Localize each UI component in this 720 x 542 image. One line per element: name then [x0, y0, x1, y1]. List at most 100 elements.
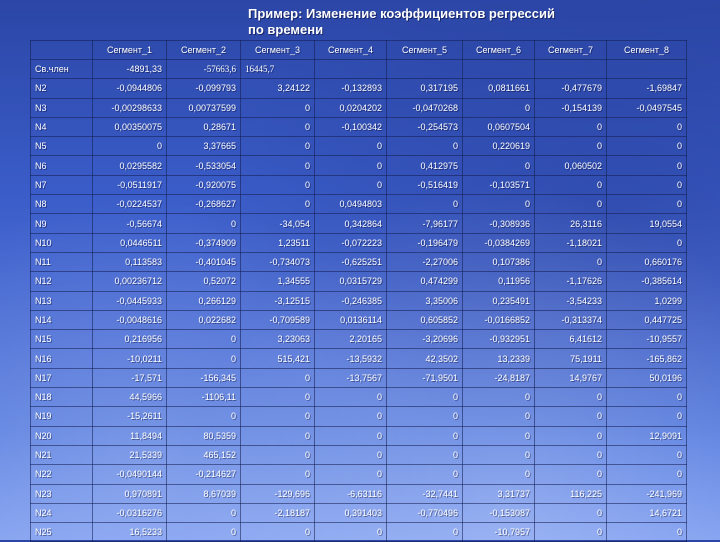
table-cell: 0 [240, 136, 315, 157]
table-cell: 0 [606, 444, 687, 466]
table-cell: 1,0299 [606, 290, 687, 311]
table-cell: -34,054 [240, 213, 315, 234]
table-cell: -0,00298633 [92, 97, 167, 118]
table-cell: 0 [462, 425, 535, 446]
table-row: N20 11,8494 80,5359 0 0 0 0 0 12,9091 [30, 425, 687, 446]
row-label: N16 [30, 348, 93, 369]
row-label: N6 [30, 155, 93, 176]
table-cell: -0,0316276 [92, 502, 167, 524]
column-header: Сегмент_8 [606, 40, 687, 60]
table-cell: 0 [314, 387, 387, 408]
table-cell: 0 [314, 444, 387, 466]
table-cell: 0 [386, 464, 463, 485]
table-row: N9 -0,56674 0 -34,054 0,342864 -7,96177 -0,308… [30, 213, 687, 234]
table-cell: 0,235491 [462, 290, 535, 311]
table-cell: 0,0607504 [462, 116, 535, 138]
table-cell: 0,00236712 [92, 271, 167, 292]
table-cell: 1,23511 [240, 232, 315, 253]
table-cell: 1,34555 [240, 271, 315, 292]
table-row: N17 -17,571 -156,345 0 -13,7567 -71,9501 -24,8… [30, 367, 687, 389]
row-label: N9 [30, 213, 93, 234]
table-cell: 0,113583 [92, 251, 167, 273]
table-cell: 0 [166, 348, 241, 369]
row-label: N25 [30, 522, 93, 542]
table-cell: 3,23063 [240, 329, 315, 350]
table-cell: -10,7957 [462, 522, 535, 542]
row-label: N2 [30, 78, 93, 99]
table-cell: 0 [166, 522, 241, 542]
table-cell: 0 [314, 425, 387, 446]
table-row: N14 -0,0048616 0,022682 -0,709589 0,0136114 0… [30, 309, 687, 331]
table-cell: -0,154139 [534, 97, 607, 118]
table-cell: 3,37665 [166, 136, 241, 157]
table-cell [534, 58, 607, 80]
table-cell: 0,317195 [386, 78, 463, 99]
table-cell: -0,0384269 [462, 232, 535, 253]
row-label: N19 [30, 406, 93, 427]
table-row: N8 -0,0224537 -0,268627 0 0,0494803 0 0 0 0 [30, 194, 687, 215]
table-cell: -0,254573 [386, 116, 463, 138]
table-cell: -24,8187 [462, 367, 535, 389]
table-cell: -0,0048616 [92, 309, 167, 331]
table-cell: 3,31737 [462, 483, 535, 504]
table-cell: -0,374909 [166, 232, 241, 253]
table-cell: 6,41612 [534, 329, 607, 350]
table-cell: 0 [462, 155, 535, 176]
table-cell: 0 [314, 136, 387, 157]
row-label: N11 [30, 251, 93, 273]
table-cell: -0,214627 [166, 464, 241, 485]
table-cell: 0 [534, 464, 607, 485]
table-cell: 0 [606, 464, 687, 485]
table-cell: 0 [606, 232, 687, 253]
table-cell: 0 [240, 155, 315, 176]
table-cell: 80,5359 [166, 425, 241, 446]
table-cell: -0,709589 [240, 309, 315, 331]
table-cell: 0 [314, 406, 387, 427]
table-cell [314, 58, 387, 80]
table-cell: 0 [240, 174, 315, 196]
table-cell: 0,474299 [386, 271, 463, 292]
table-cell: 50,0196 [606, 367, 687, 389]
row-label: N5 [30, 136, 93, 157]
table-cell: 0 [534, 174, 607, 196]
table-cell: 0 [606, 406, 687, 427]
table-cell: 0 [314, 174, 387, 196]
table-cell [386, 58, 463, 80]
table-cell: -0,103571 [462, 174, 535, 196]
table-cell: 0,0494803 [314, 194, 387, 215]
table-cell: 0 [386, 425, 463, 446]
table-cell: 0,220619 [462, 136, 535, 157]
table-cell: 0,00350075 [92, 116, 167, 138]
table-cell: 21,5339 [92, 444, 167, 466]
table-cell: 0 [166, 329, 241, 350]
table-cell: -1,18021 [534, 232, 607, 253]
table-cell: 0 [240, 444, 315, 466]
table-cell: -1106,11 [166, 387, 241, 408]
table-cell: -0,401045 [166, 251, 241, 273]
table-cell: 0 [314, 464, 387, 485]
table-row: N2 -0,0944806 -0,099793 3,24122 -0,132893 0,3… [30, 78, 687, 99]
table-cell: -0,153087 [462, 502, 535, 524]
row-label: N14 [30, 309, 93, 331]
table-cell: -2,18187 [240, 502, 315, 524]
table-cell: -0,308936 [462, 213, 535, 234]
table-cell: 0 [386, 444, 463, 466]
table-cell: 0 [534, 387, 607, 408]
column-header: Сегмент_5 [386, 40, 463, 60]
table-cell: 0 [462, 387, 535, 408]
table-cell: 0,0811661 [462, 78, 535, 99]
table-cell: 0,00737599 [166, 97, 241, 118]
table-cell: 16,5233 [92, 522, 167, 542]
table-cell: 3,24122 [240, 78, 315, 99]
table-cell: 0 [534, 522, 607, 542]
table-cell: 0,28671 [166, 116, 241, 138]
table-row: N22 -0,0490144 -0,214627 0 0 0 0 0 0 [30, 464, 687, 485]
table-cell: 0 [386, 387, 463, 408]
table-cell: 0,342864 [314, 213, 387, 234]
table-cell: -0,132893 [314, 78, 387, 99]
table-row: N23 0,970891 8,67039 -129,696 -6,63116 -32,74… [30, 483, 687, 504]
table-cell: -10,9557 [606, 329, 687, 350]
header-corner-cell [30, 40, 93, 60]
row-label: N7 [30, 174, 93, 196]
table-cell: 0 [534, 136, 607, 157]
